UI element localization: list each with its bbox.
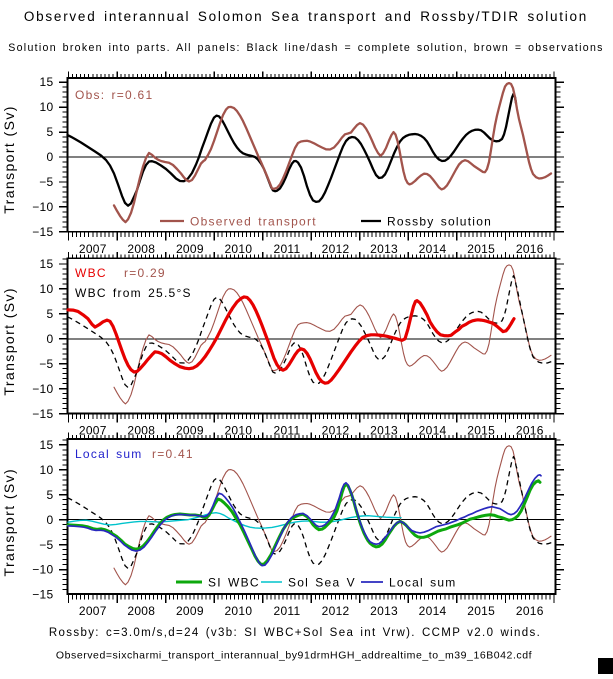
svg-text:2014: 2014 <box>419 604 447 618</box>
svg-text:Transport (Sv): Transport (Sv) <box>1 287 17 396</box>
svg-text:2009: 2009 <box>176 604 204 618</box>
svg-text:−15: −15 <box>32 225 53 239</box>
svg-text:Transport (Sv): Transport (Sv) <box>1 468 17 577</box>
svg-text:2015: 2015 <box>467 242 495 256</box>
svg-text:2014: 2014 <box>419 242 447 256</box>
svg-text:SI WBC: SI WBC <box>208 576 260 590</box>
svg-text:−15: −15 <box>32 407 53 421</box>
svg-text:2007: 2007 <box>79 424 107 438</box>
svg-text:15: 15 <box>40 257 54 271</box>
svg-text:2012: 2012 <box>322 604 350 618</box>
svg-text:2008: 2008 <box>127 242 155 256</box>
svg-text:−5: −5 <box>39 175 53 189</box>
svg-text:2015: 2015 <box>467 604 495 618</box>
svg-text:2011: 2011 <box>273 242 300 256</box>
svg-text:2011: 2011 <box>273 604 300 618</box>
svg-text:2013: 2013 <box>370 604 398 618</box>
svg-text:2013: 2013 <box>370 242 398 256</box>
svg-text:Transport (Sv): Transport (Sv) <box>1 105 17 214</box>
svg-text:2015: 2015 <box>467 424 495 438</box>
svg-text:Solution broken into parts. Al: Solution broken into parts. All panels: … <box>8 42 604 54</box>
svg-text:2008: 2008 <box>127 604 155 618</box>
svg-text:2013: 2013 <box>370 424 398 438</box>
svg-text:Observed transport: Observed transport <box>190 215 317 229</box>
svg-text:2016: 2016 <box>516 424 544 438</box>
svg-text:2011: 2011 <box>273 424 300 438</box>
svg-text:Observed interannual Solomon S: Observed interannual Solomon Sea transpo… <box>24 9 588 24</box>
svg-text:−10: −10 <box>32 382 53 396</box>
svg-text:Obs: r=0.61: Obs: r=0.61 <box>75 88 153 102</box>
svg-text:−15: −15 <box>32 588 53 602</box>
svg-text:10: 10 <box>40 282 54 296</box>
svg-text:15: 15 <box>40 438 54 452</box>
svg-text:WBC from 25.5°S: WBC from 25.5°S <box>75 286 192 300</box>
svg-text:−5: −5 <box>39 538 53 552</box>
svg-text:Observed=sixcharmi_transport_i: Observed=sixcharmi_transport_interannual… <box>56 650 532 662</box>
svg-text:5: 5 <box>47 488 54 502</box>
svg-text:−10: −10 <box>32 200 53 214</box>
svg-text:15: 15 <box>40 75 54 89</box>
svg-text:0: 0 <box>47 513 54 527</box>
svg-text:2009: 2009 <box>176 242 204 256</box>
svg-text:2014: 2014 <box>419 424 447 438</box>
svg-text:Local sum: Local sum <box>389 576 457 590</box>
svg-text:Rossby solution: Rossby solution <box>387 215 492 229</box>
svg-text:2010: 2010 <box>224 242 252 256</box>
svg-text:Sol Sea V: Sol Sea V <box>288 576 356 590</box>
svg-text:2010: 2010 <box>224 604 252 618</box>
svg-text:Rossby: c=3.0m/s,d=24 (v3b: SI: Rossby: c=3.0m/s,d=24 (v3b: SI WBC+Sol S… <box>49 627 541 639</box>
svg-text:0: 0 <box>47 150 54 164</box>
svg-text:2010: 2010 <box>224 424 252 438</box>
svg-text:−5: −5 <box>39 357 53 371</box>
svg-text:2016: 2016 <box>516 604 544 618</box>
svg-text:2008: 2008 <box>127 424 155 438</box>
svg-text:2016: 2016 <box>516 242 544 256</box>
svg-text:5: 5 <box>47 125 54 139</box>
svg-text:10: 10 <box>40 463 54 477</box>
svg-text:2007: 2007 <box>79 242 107 256</box>
svg-text:−10: −10 <box>32 563 53 577</box>
svg-text:2007: 2007 <box>79 604 107 618</box>
svg-text:5: 5 <box>47 307 54 321</box>
svg-text:10: 10 <box>40 100 54 114</box>
svg-text:2009: 2009 <box>176 424 204 438</box>
svg-text:0: 0 <box>47 332 54 346</box>
svg-text:2012: 2012 <box>322 424 350 438</box>
svg-text:2012: 2012 <box>322 242 350 256</box>
